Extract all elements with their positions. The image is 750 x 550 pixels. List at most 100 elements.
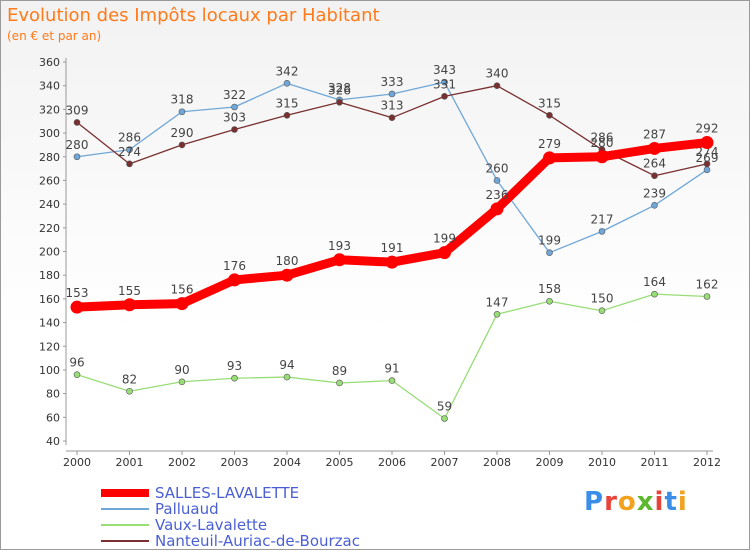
x-tick-label: 2005 (326, 456, 354, 469)
data-label: 217 (591, 212, 614, 226)
logo-letter: o (617, 487, 637, 517)
x-tick-label: 2011 (641, 456, 669, 469)
data-label: 331 (433, 77, 456, 91)
y-tick-label: 360 (39, 56, 60, 69)
legend-swatch (101, 489, 149, 497)
data-point (595, 150, 609, 164)
data-label: 303 (223, 111, 246, 125)
data-point (651, 172, 658, 179)
x-tick-label: 2004 (273, 456, 301, 469)
proxiti-logo: Proxiti (584, 487, 688, 517)
x-tick-label: 2012 (693, 456, 721, 469)
y-tick-label: 200 (39, 246, 60, 259)
y-tick-label: 160 (39, 293, 60, 306)
data-point (178, 141, 186, 149)
data-label: 176 (223, 259, 246, 273)
legend-swatch (101, 524, 149, 526)
data-label: 328 (328, 81, 351, 95)
data-point (336, 98, 343, 106)
data-point (441, 93, 448, 100)
data-point (703, 160, 711, 168)
y-tick-label: 220 (39, 222, 60, 235)
data-point (336, 379, 343, 387)
logo-letter: i (677, 487, 688, 517)
legend-swatch (101, 540, 149, 542)
chart-subtitle: (en € et par an) (7, 29, 102, 43)
legend-item: Nanteuil-Auriac-de-Bourzac (101, 533, 401, 549)
data-point (283, 111, 291, 119)
data-label: 158 (538, 282, 561, 296)
data-label: 280 (591, 136, 614, 150)
data-point (543, 151, 556, 165)
data-label: 199 (433, 232, 456, 246)
data-label: 180 (276, 254, 299, 268)
data-label: 153 (66, 286, 89, 300)
data-label: 279 (538, 137, 561, 151)
data-point (598, 307, 606, 315)
data-point (700, 136, 714, 150)
legend-label: Vaux-Lavalette (155, 516, 268, 534)
data-label: 292 (696, 122, 719, 136)
data-point (703, 166, 711, 174)
logo-letter: i (654, 487, 665, 517)
data-label: 286 (118, 131, 141, 145)
data-point (126, 146, 133, 153)
data-label: 333 (381, 75, 404, 89)
series-line-vaux-lavalette (76, 293, 708, 420)
x-tick-label: 2007 (431, 456, 459, 469)
data-label: 193 (328, 239, 351, 253)
legend-label: SALLES-LAVALETTE (155, 484, 300, 502)
x-tick-label: 2000 (63, 456, 91, 469)
data-point (283, 373, 291, 381)
legend-swatch (101, 508, 149, 510)
data-point (703, 293, 711, 300)
y-tick-label: 240 (39, 198, 60, 211)
data-label: 93 (227, 359, 242, 373)
y-tick-label: 80 (46, 388, 60, 401)
x-tick-label: 2008 (483, 456, 511, 469)
data-point (73, 153, 81, 161)
data-label: 90 (174, 363, 189, 377)
data-point (283, 80, 291, 87)
data-label: 147 (486, 295, 509, 309)
legend-item: Palluaud (101, 501, 401, 517)
x-tick-label: 2001 (116, 456, 144, 469)
data-label: 326 (328, 83, 351, 97)
data-point (73, 119, 81, 126)
data-point (598, 228, 606, 235)
data-label: 239 (643, 186, 666, 200)
data-point (388, 114, 396, 121)
data-label: 315 (538, 96, 561, 110)
data-label: 191 (381, 241, 404, 255)
data-point (178, 378, 186, 386)
logo-letter: r (604, 487, 618, 517)
data-label: 322 (223, 88, 246, 102)
data-point (231, 103, 238, 111)
data-label: 280 (66, 138, 89, 152)
data-label: 343 (433, 63, 456, 77)
y-tick-label: 180 (39, 269, 60, 282)
data-label: 269 (696, 151, 719, 165)
data-point (648, 141, 661, 155)
data-point (70, 300, 84, 314)
chart-title: Evolution des Impôts locaux par Habitant (7, 5, 380, 26)
data-label: 150 (591, 292, 614, 306)
data-label: 313 (381, 99, 404, 113)
x-tick-label: 2006 (378, 456, 406, 469)
data-label: 59 (437, 399, 452, 413)
data-point (280, 268, 294, 282)
data-point (546, 111, 553, 119)
data-point (126, 160, 133, 168)
data-point (546, 249, 553, 256)
data-label: 342 (276, 64, 299, 78)
data-point (178, 108, 186, 116)
data-point (175, 297, 189, 311)
data-point (438, 246, 451, 260)
data-point (493, 177, 501, 184)
y-tick-label: 100 (39, 364, 60, 377)
data-point (546, 297, 553, 305)
data-label: 264 (643, 157, 666, 171)
data-label: 156 (171, 283, 194, 297)
data-point (493, 310, 501, 318)
